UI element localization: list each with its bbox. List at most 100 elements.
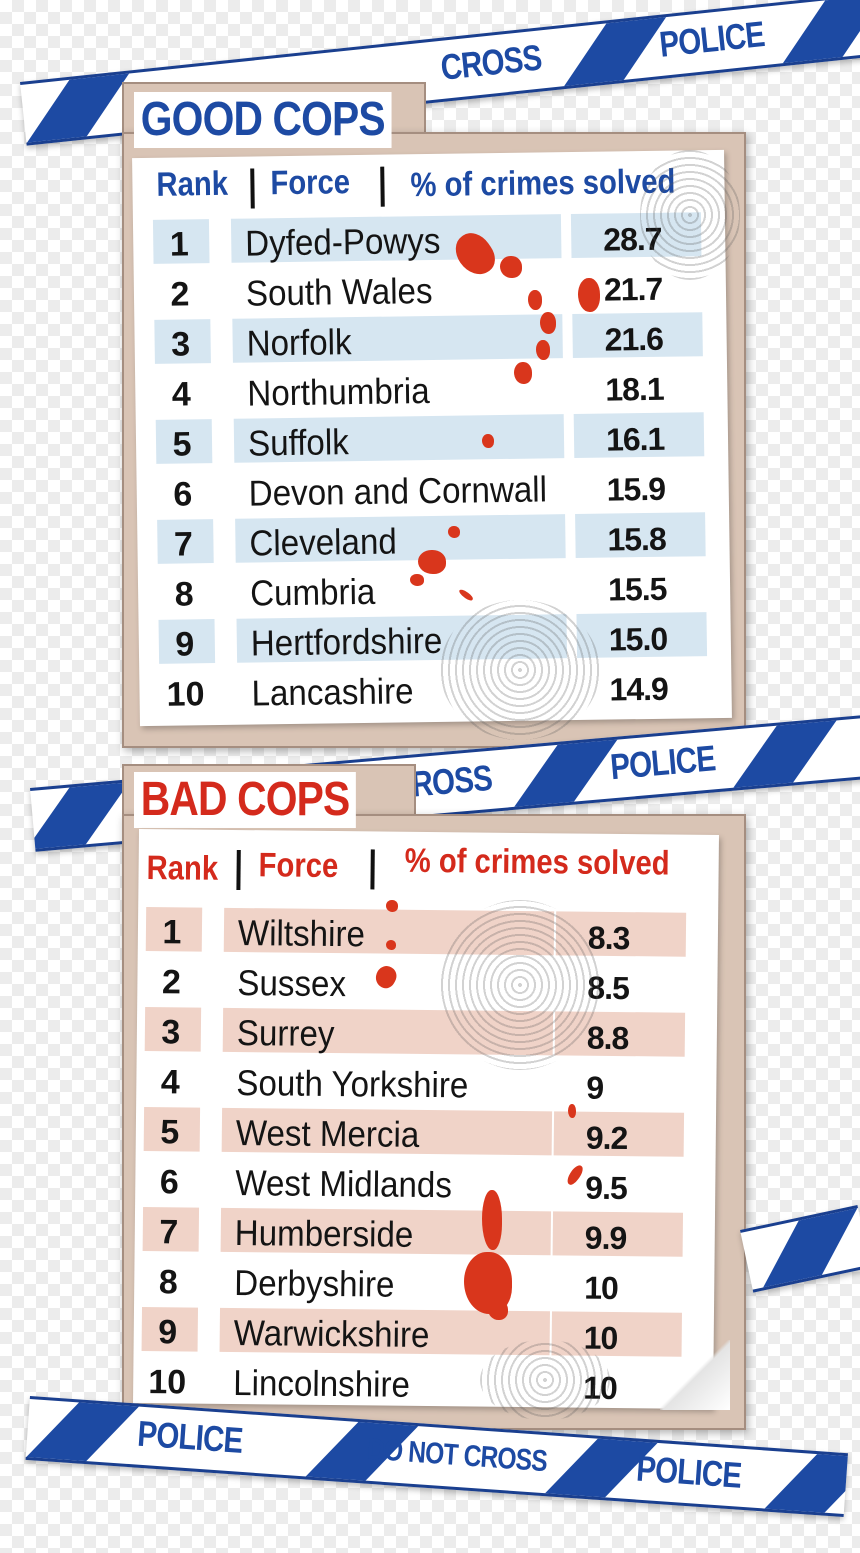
percent-cell: 15.5 [607, 570, 667, 608]
rank-cell: 3 [161, 1013, 181, 1052]
rank-cell: 1 [162, 913, 182, 952]
percent-cell: 18.1 [605, 370, 664, 408]
rank-cell: 4 [171, 375, 192, 414]
blood-splatter-icon [482, 1190, 502, 1250]
rank-cell: 3 [170, 325, 191, 364]
tape-stripe [766, 0, 860, 87]
rank-cell: 5 [172, 425, 192, 464]
police-tape-right [740, 1205, 860, 1293]
rank-cell: 4 [160, 1063, 181, 1102]
blood-splatter-icon [488, 1300, 508, 1320]
blood-splatter-icon [528, 290, 542, 310]
force-cell: Dyfed-Powys [244, 219, 441, 264]
percent-cell: 9.5 [585, 1169, 627, 1207]
percent-cell: 9.2 [585, 1119, 628, 1157]
tape-police-text: POLICE [635, 1447, 743, 1496]
rank-cell: 10 [166, 675, 205, 714]
fingerprint-icon [640, 150, 740, 280]
bad-col-force: Force [258, 846, 339, 886]
rank-cell: 7 [159, 1213, 179, 1252]
blood-splatter-icon [386, 940, 396, 950]
tape-do-not-cross-text: DO NOT CROSS [365, 1432, 548, 1479]
blood-splatter-icon [568, 1104, 576, 1118]
tape-police-text: POLICE [136, 1412, 244, 1461]
tape-stripe [30, 771, 137, 852]
blood-splatter-icon [448, 526, 460, 538]
fingerprint-icon [440, 900, 600, 1070]
percent-cell: 9 [586, 1069, 604, 1106]
rank-cell: 6 [173, 475, 193, 514]
tape-stripe [20, 62, 137, 146]
force-cell: West Midlands [235, 1162, 453, 1206]
bad-col-divider [236, 850, 241, 891]
tape-police-text: POLICE [608, 737, 717, 788]
good-col-force: Force [270, 163, 351, 203]
blood-splatter-icon [500, 256, 522, 278]
force-cell: Cumbria [249, 570, 376, 614]
percent-cell: 8.8 [586, 1019, 629, 1057]
force-cell: Wiltshire [237, 912, 366, 955]
force-cell: Lincolnshire [233, 1361, 411, 1405]
force-cell: Derbyshire [234, 1262, 395, 1305]
tape-stripe [25, 1396, 148, 1482]
rank-cell: 9 [158, 1313, 178, 1352]
percent-cell: 21.6 [604, 320, 664, 358]
rank-cell: 7 [173, 525, 194, 564]
tape-stripe [548, 6, 674, 110]
blood-splatter-icon [386, 900, 398, 912]
bad-col-percent: % of crimes solved [404, 841, 670, 883]
percent-cell: 10 [584, 1269, 619, 1307]
good-col-divider [250, 168, 255, 209]
percent-cell: 16.1 [605, 420, 665, 458]
fingerprint-icon [440, 600, 600, 740]
blood-splatter-icon [514, 362, 532, 384]
force-cell: South Wales [245, 269, 433, 314]
force-cell: Devon and Cornwall [248, 468, 548, 514]
rank-cell: 5 [160, 1113, 180, 1152]
rank-cell: 2 [170, 275, 190, 314]
bad-col-rank: Rank [146, 849, 219, 888]
good-col-rank: Rank [156, 164, 229, 204]
force-cell: Suffolk [247, 421, 349, 464]
good-cops-title: GOOD COPS [134, 92, 392, 148]
percent-cell: 21.7 [603, 270, 663, 308]
force-cell: Warwickshire [233, 1311, 430, 1356]
force-cell: South Yorkshire [236, 1062, 469, 1106]
blood-splatter-icon [418, 550, 446, 574]
blood-splatter-icon [482, 434, 494, 448]
page-curl [660, 1340, 730, 1410]
fingerprint-icon [480, 1340, 610, 1420]
percent-cell: 15.8 [607, 520, 666, 558]
tape-stripe [716, 711, 845, 812]
force-cell: Sussex [237, 962, 347, 1005]
percent-cell: 8.3 [587, 919, 630, 957]
good-col-divider [380, 166, 385, 207]
good-col-percent: % of crimes solved [410, 162, 676, 205]
force-cell: Norfolk [246, 321, 352, 364]
tape-police-text: POLICE [657, 13, 767, 65]
rank-cell: 8 [158, 1263, 178, 1302]
bad-cops-sheet: Rank Force % of crimes solved 1 Wiltshire… [133, 828, 719, 1410]
blood-splatter-icon [536, 340, 550, 360]
blood-splatter-icon [410, 574, 424, 586]
tape-cross-text: CROSS [438, 36, 544, 88]
bad-col-divider [370, 849, 375, 890]
blood-splatter-icon [578, 278, 600, 312]
force-cell: Surrey [236, 1012, 335, 1055]
rank-cell: 1 [169, 225, 189, 264]
blood-splatter-icon [540, 312, 556, 334]
force-cell: Lancashire [251, 670, 414, 714]
tape-stripe [749, 1205, 860, 1293]
force-cell: Cleveland [249, 520, 398, 564]
percent-cell: 14.9 [609, 670, 669, 708]
rank-cell: 8 [174, 575, 194, 614]
rank-cell: 9 [175, 625, 195, 664]
rank-cell: 10 [148, 1363, 187, 1402]
force-cell: Humberside [234, 1212, 414, 1255]
tape-stripe [744, 1444, 849, 1518]
percent-cell: 15.0 [608, 620, 668, 658]
rank-cell: 6 [159, 1163, 179, 1202]
percent-cell: 9.9 [584, 1219, 627, 1257]
bad-cops-title: BAD COPS [134, 772, 357, 828]
force-cell: Hertfordshire [250, 619, 443, 664]
